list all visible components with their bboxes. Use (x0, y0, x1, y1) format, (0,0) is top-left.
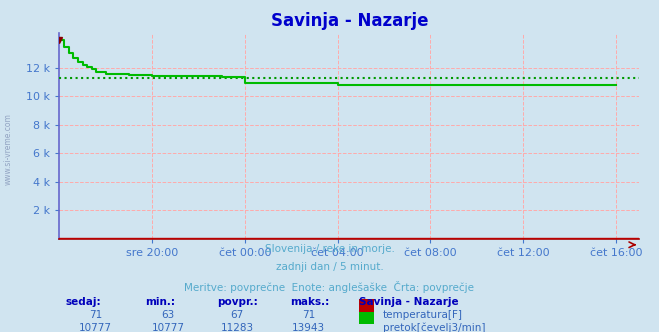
Text: 11283: 11283 (221, 323, 254, 332)
Text: 10777: 10777 (152, 323, 185, 332)
Text: sedaj:: sedaj: (66, 297, 101, 307)
Text: Savinja - Nazarje: Savinja - Nazarje (359, 297, 459, 307)
Title: Savinja - Nazarje: Savinja - Nazarje (271, 12, 428, 30)
Text: maks.:: maks.: (290, 297, 330, 307)
Text: 67: 67 (231, 310, 244, 320)
Text: 71: 71 (302, 310, 315, 320)
Text: temperatura[F]: temperatura[F] (383, 310, 463, 320)
Text: Meritve: povprečne  Enote: anglešaške  Črta: povprečje: Meritve: povprečne Enote: anglešaške Črt… (185, 281, 474, 292)
Text: www.si-vreme.com: www.si-vreme.com (3, 114, 13, 185)
Text: min.:: min.: (145, 297, 175, 307)
Text: Slovenija / reke in morje.: Slovenija / reke in morje. (264, 244, 395, 254)
Text: pretok[čevelj3/min]: pretok[čevelj3/min] (383, 323, 486, 332)
Text: 71: 71 (89, 310, 102, 320)
Text: 63: 63 (161, 310, 175, 320)
Text: 13943: 13943 (292, 323, 325, 332)
Text: zadnji dan / 5 minut.: zadnji dan / 5 minut. (275, 262, 384, 272)
Text: povpr.:: povpr.: (217, 297, 258, 307)
Text: 10777: 10777 (79, 323, 112, 332)
